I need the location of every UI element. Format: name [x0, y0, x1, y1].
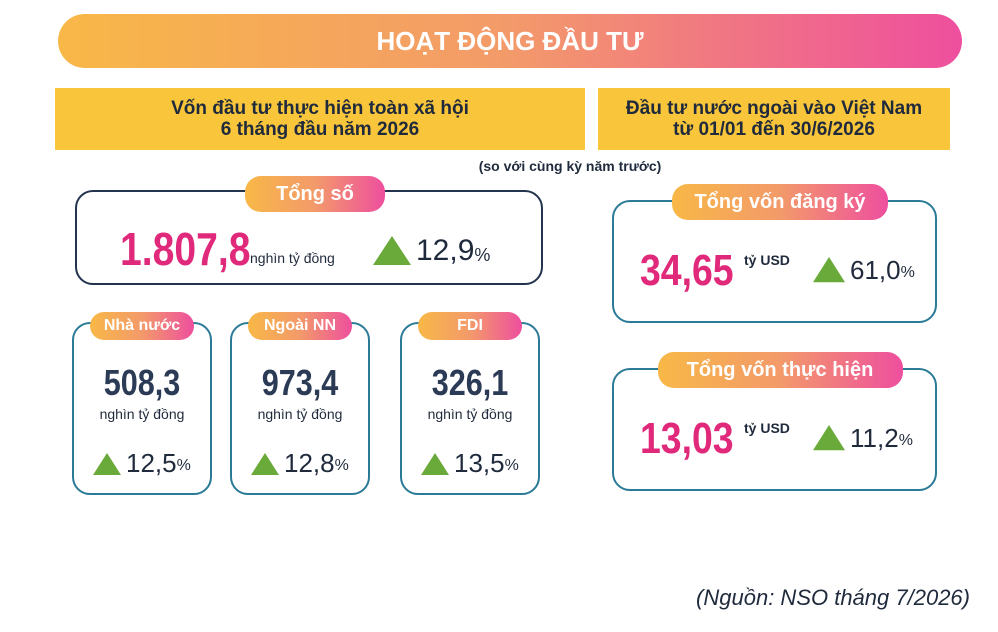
part-value: 508,3 — [103, 362, 181, 403]
change-unit: % — [176, 457, 191, 474]
part-unit: nghìn tỷ đồng — [427, 406, 513, 422]
total-unit: nghìn tỷ đồng — [250, 250, 335, 266]
part-label: Nhà nước — [90, 312, 194, 340]
part-unit: nghìn tỷ đồng — [99, 406, 185, 422]
up-arrow — [373, 236, 411, 265]
part-value: 326,1 — [431, 362, 509, 403]
part-label: Ngoài NN — [248, 312, 352, 340]
item-label: Tổng vốn đăng ký — [672, 184, 888, 220]
heading-line: Vốn đầu tư thực hiện toàn xã hội — [171, 98, 469, 119]
up-arrow — [93, 453, 121, 475]
change-value: 12,8 — [284, 448, 335, 478]
change-unit: % — [334, 457, 349, 474]
change-value: 12,5 — [126, 448, 177, 478]
total-value: 1.807,8 — [120, 223, 251, 275]
change-unit: % — [474, 245, 491, 265]
item-unit: tỷ USD — [744, 252, 790, 268]
heading-line: Đầu tư nước ngoài vào Việt Nam — [625, 98, 923, 119]
change: 12,5% — [92, 450, 191, 476]
source: (Nguồn: NSO tháng 7/2026) — [696, 585, 970, 610]
change: 12,8% — [250, 450, 349, 476]
change: 11,2% — [812, 424, 913, 451]
part-label: FDI — [418, 312, 522, 340]
change-unit: % — [898, 432, 913, 450]
note: (so với cùng kỳ năm trước) — [478, 158, 662, 174]
right-heading: Đầu tư nước ngoài vào Việt Nam từ 01/01 … — [598, 88, 950, 150]
total-label: Tổng số — [245, 176, 385, 212]
item-value: 13,03 — [640, 414, 734, 463]
item-value: 34,65 — [640, 246, 734, 295]
total-change: 12,9% — [372, 234, 490, 266]
change: 61,0% — [812, 256, 915, 283]
change-value: 12,9 — [416, 234, 475, 267]
heading-line: 6 tháng đầu năm 2026 — [220, 119, 420, 140]
item-unit: tỷ USD — [744, 420, 790, 436]
up-arrow — [813, 257, 845, 283]
left-heading: Vốn đầu tư thực hiện toàn xã hội 6 tháng… — [55, 88, 585, 150]
change-value: 13,5 — [454, 448, 505, 478]
up-arrow — [251, 453, 279, 475]
change-unit: % — [504, 457, 519, 474]
item-label: Tổng vốn thực hiện — [657, 352, 903, 388]
change-value: 61,0 — [850, 255, 901, 286]
part-value: 973,4 — [261, 362, 339, 403]
heading-line: từ 01/01 đến 30/6/2026 — [673, 119, 875, 140]
up-arrow — [421, 453, 449, 475]
part-unit: nghìn tỷ đồng — [257, 406, 343, 422]
change: 13,5% — [420, 450, 519, 476]
change-value: 11,2 — [850, 423, 899, 454]
up-arrow — [813, 425, 845, 451]
header-title: HOẠT ĐỘNG ĐẦU TƯ — [58, 14, 962, 68]
change-unit: % — [900, 264, 915, 282]
